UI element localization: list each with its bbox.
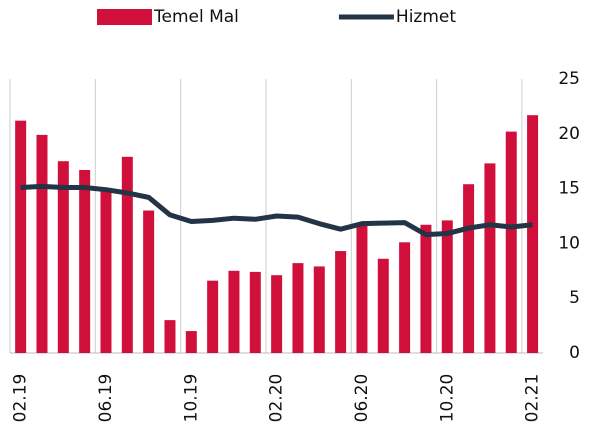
bar bbox=[271, 275, 283, 353]
x-tick-label: 06.20 bbox=[352, 374, 372, 423]
bar bbox=[185, 331, 197, 353]
x-tick-label: 02.21 bbox=[523, 374, 543, 423]
legend-swatch bbox=[97, 9, 152, 25]
x-tick-label: 02.20 bbox=[267, 374, 287, 423]
bar bbox=[420, 224, 432, 353]
bar bbox=[463, 184, 475, 353]
bar bbox=[207, 280, 219, 353]
y-tick-label: 10 bbox=[558, 233, 580, 253]
bar bbox=[57, 161, 69, 353]
x-tick-label: 06.19 bbox=[96, 374, 116, 423]
legend-label: Hizmet bbox=[396, 7, 456, 27]
bar bbox=[121, 156, 133, 353]
y-tick-label: 5 bbox=[569, 288, 580, 308]
bar bbox=[441, 220, 453, 353]
bar bbox=[100, 188, 112, 353]
y-tick-label: 15 bbox=[558, 179, 580, 199]
bar bbox=[377, 258, 389, 353]
bar bbox=[313, 266, 325, 353]
bar bbox=[228, 270, 240, 353]
x-tick-label: 02.19 bbox=[11, 374, 31, 423]
bar bbox=[79, 169, 91, 353]
legend-label: Temel Mal bbox=[153, 7, 239, 27]
bar bbox=[484, 163, 496, 353]
bar bbox=[249, 271, 261, 353]
bar bbox=[505, 131, 517, 353]
x-tick-label: 10.20 bbox=[437, 374, 457, 423]
x-tick-label: 10.19 bbox=[181, 374, 201, 423]
bar bbox=[527, 115, 539, 353]
bar bbox=[335, 251, 347, 353]
y-tick-label: 25 bbox=[558, 69, 580, 89]
bar bbox=[164, 320, 176, 353]
y-tick-label: 0 bbox=[569, 343, 580, 363]
line bbox=[20, 183, 533, 238]
bar bbox=[36, 134, 48, 353]
bar bbox=[292, 263, 304, 353]
bar bbox=[399, 242, 411, 353]
bar bbox=[143, 210, 155, 353]
bar bbox=[15, 120, 27, 353]
bar bbox=[356, 225, 368, 353]
y-tick-label: 20 bbox=[558, 124, 580, 144]
